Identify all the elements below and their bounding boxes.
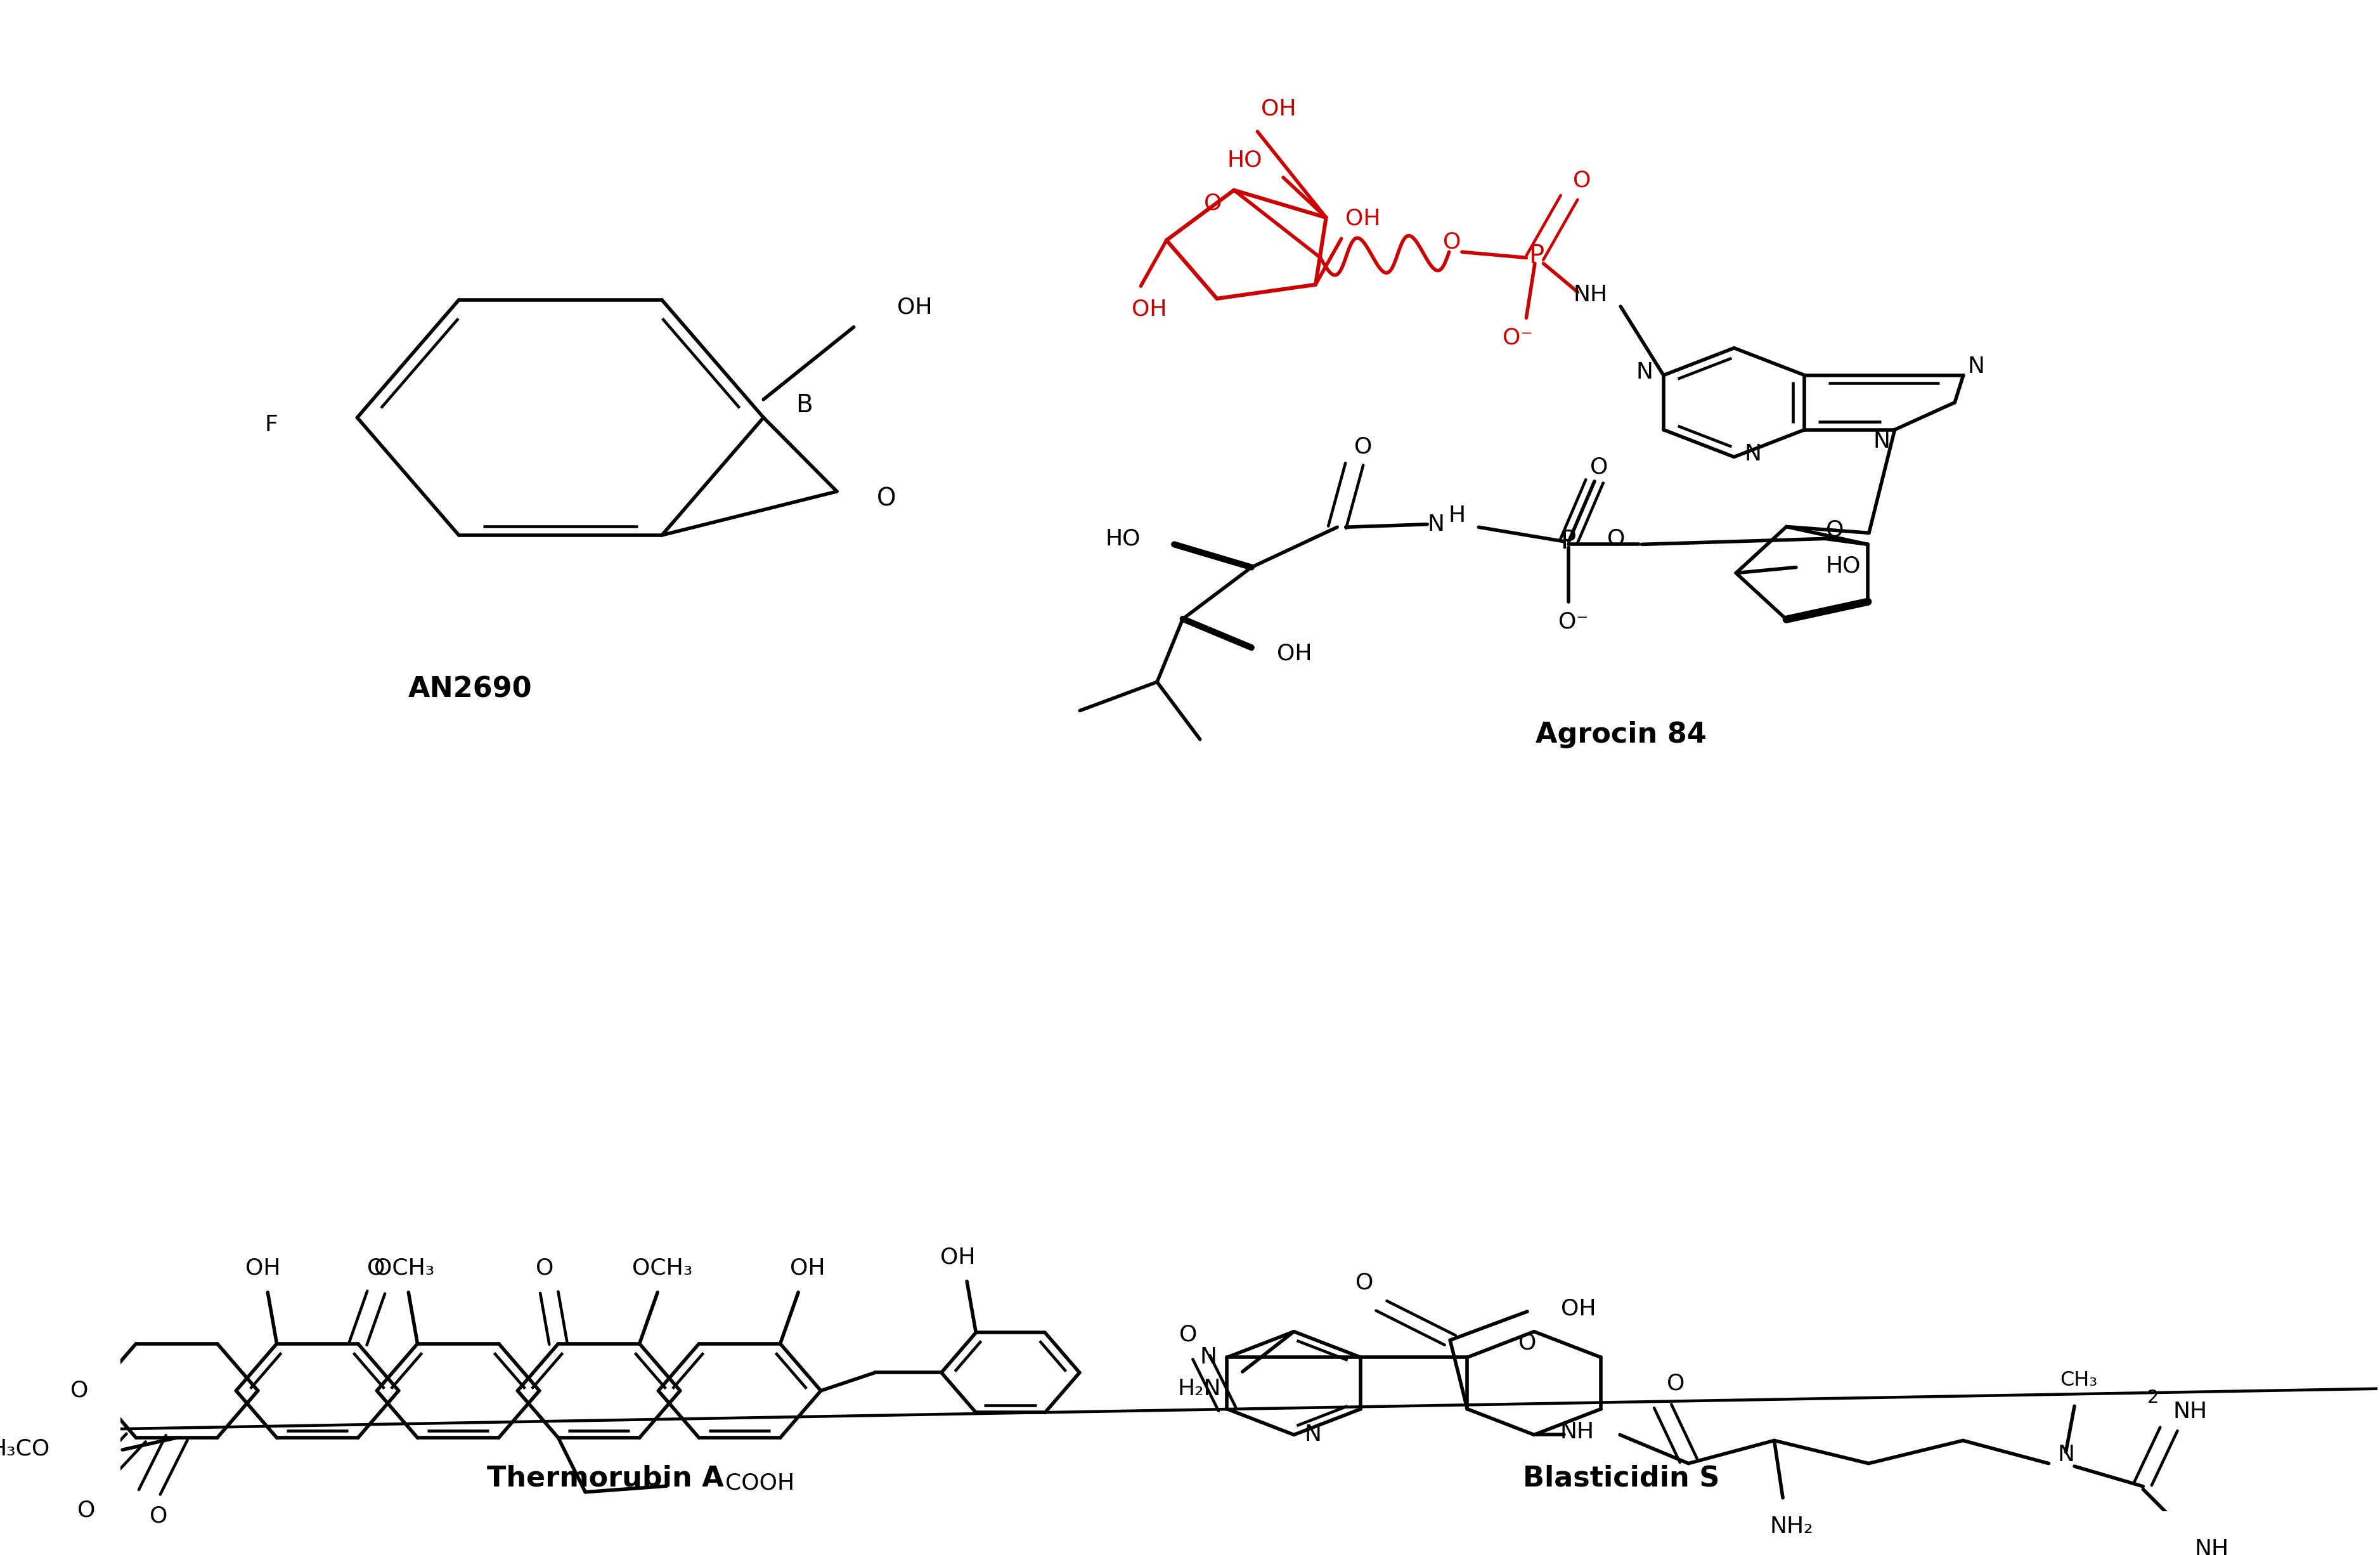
- Text: HO: HO: [1825, 555, 1861, 577]
- Text: O⁻: O⁻: [1559, 611, 1587, 633]
- Text: P: P: [1561, 529, 1576, 554]
- Text: OH: OH: [790, 1258, 826, 1280]
- Text: NH: NH: [1559, 1421, 1595, 1443]
- Text: O: O: [367, 1258, 386, 1280]
- Text: O: O: [1666, 1373, 1685, 1393]
- Text: OH: OH: [1561, 1298, 1597, 1319]
- Text: H₂N: H₂N: [1178, 1378, 1221, 1400]
- Text: O: O: [1590, 456, 1609, 477]
- Text: N: N: [1200, 1347, 1216, 1368]
- Text: AN2690: AN2690: [407, 675, 533, 703]
- Text: O: O: [1825, 519, 1845, 541]
- Text: HO: HO: [1228, 149, 1261, 171]
- Text: OH: OH: [897, 297, 933, 319]
- Text: NH₂: NH₂: [1771, 1516, 1814, 1538]
- Text: OCH₃: OCH₃: [631, 1258, 693, 1280]
- Text: H: H: [1449, 505, 1466, 527]
- Text: N: N: [1745, 443, 1761, 465]
- Text: OH: OH: [1261, 98, 1297, 120]
- Text: NH: NH: [2194, 1538, 2228, 1555]
- Text: O: O: [876, 487, 897, 512]
- Text: OH: OH: [245, 1258, 281, 1280]
- Text: N: N: [1968, 356, 1985, 378]
- Text: OH: OH: [1345, 208, 1380, 230]
- Text: NH: NH: [1573, 285, 1609, 306]
- Text: O: O: [1180, 1323, 1197, 1345]
- Text: OCH₃: OCH₃: [374, 1258, 433, 1280]
- Text: B: B: [795, 393, 812, 418]
- Text: O: O: [1518, 1333, 1535, 1354]
- Text: COOH: COOH: [726, 1473, 795, 1494]
- Text: O: O: [1354, 1272, 1373, 1294]
- Text: N: N: [1873, 431, 1890, 453]
- Text: N: N: [1635, 362, 1654, 383]
- Text: OH: OH: [1133, 299, 1166, 320]
- Text: O: O: [1204, 193, 1223, 215]
- Text: O: O: [1573, 169, 1590, 191]
- Text: N: N: [1428, 513, 1445, 535]
- Text: Blasticidin S: Blasticidin S: [1523, 1465, 1721, 1491]
- Text: O⁻: O⁻: [1502, 327, 1533, 348]
- Text: N: N: [1304, 1424, 1321, 1446]
- Text: Thermorubin A: Thermorubin A: [488, 1465, 724, 1491]
- Text: O: O: [1354, 435, 1371, 457]
- Text: 2: 2: [2147, 1389, 2159, 1406]
- Text: NH: NH: [2173, 1401, 2206, 1423]
- Text: O: O: [536, 1258, 555, 1280]
- Text: P: P: [1528, 243, 1545, 269]
- Text: O: O: [1607, 527, 1626, 549]
- Text: H₃CO: H₃CO: [0, 1438, 50, 1460]
- Text: CH₃: CH₃: [2061, 1370, 2097, 1390]
- Text: O: O: [79, 1499, 95, 1521]
- Text: O: O: [150, 1505, 167, 1527]
- Text: N: N: [2056, 1445, 2075, 1466]
- Text: OH: OH: [940, 1247, 976, 1267]
- Text: O: O: [1442, 230, 1461, 252]
- Text: HO: HO: [1104, 527, 1140, 549]
- Text: Agrocin 84: Agrocin 84: [1535, 722, 1706, 748]
- Text: OH: OH: [1276, 642, 1311, 664]
- Text: O: O: [69, 1379, 88, 1401]
- Text: F: F: [264, 414, 278, 435]
